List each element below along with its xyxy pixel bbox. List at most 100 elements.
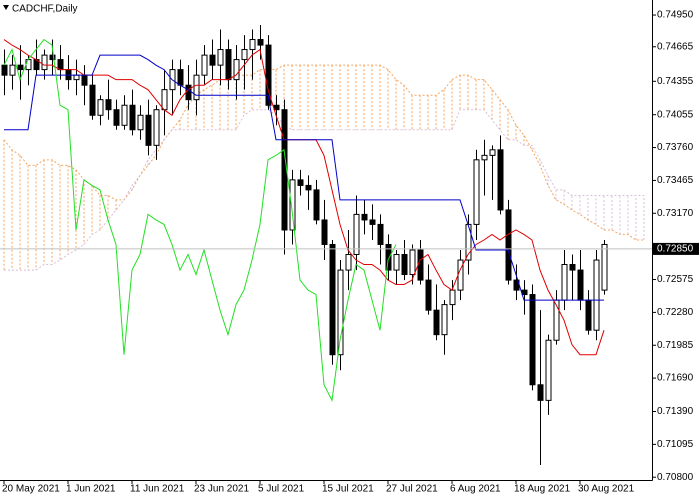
- candle-body: [305, 184, 312, 191]
- candle-body: [257, 39, 264, 46]
- candle-body: [265, 44, 272, 106]
- candle-body: [409, 249, 416, 276]
- candle-body: [201, 54, 208, 76]
- current-price-label: 0.72850: [657, 244, 694, 255]
- candle-body: [561, 264, 568, 301]
- candle-body: [353, 213, 360, 255]
- candle-body: [49, 54, 56, 61]
- candle-body: [401, 253, 408, 276]
- y-tick-label: 0.74355: [657, 76, 694, 87]
- candle-body: [505, 209, 512, 281]
- candle-body: [81, 74, 88, 86]
- x-tick-label: 5 Jul 2021: [258, 484, 305, 495]
- candle-body: [449, 289, 456, 306]
- candle-body: [425, 279, 432, 311]
- x-tick-label: 30 Aug 2021: [578, 484, 635, 495]
- x-tick-label: 27 Jul 2021: [386, 484, 438, 495]
- candle-body: [297, 179, 304, 186]
- indicator-line: [3, 38, 397, 403]
- y-tick-label: 0.74665: [657, 41, 694, 52]
- candle-body: [41, 54, 48, 71]
- candle-body: [521, 289, 528, 296]
- y-tick-label: 0.73760: [657, 142, 694, 153]
- candle-body: [145, 114, 152, 146]
- y-tick-label: 0.71390: [657, 406, 694, 417]
- candle-body: [57, 59, 64, 71]
- candle-body: [9, 64, 16, 76]
- candle-body: [361, 213, 368, 221]
- plot-area: [1, 25, 645, 465]
- candle-body: [377, 223, 384, 245]
- candle-body: [313, 189, 320, 221]
- y-tick-label: 0.70800: [657, 472, 694, 483]
- candle-body: [545, 339, 552, 401]
- candle-body: [441, 304, 448, 336]
- x-tick-label: 23 Jun 2021: [194, 484, 249, 495]
- candle-body: [457, 259, 464, 291]
- chart-title: CADCHF,Daily: [12, 4, 78, 15]
- candle-body: [537, 384, 544, 401]
- candle-body: [217, 49, 224, 66]
- title-icon: [3, 5, 9, 10]
- candle-body: [489, 149, 496, 156]
- candle-body: [601, 243, 608, 291]
- candle-body: [161, 89, 168, 111]
- candle-body: [233, 59, 240, 81]
- candle-body: [209, 54, 216, 66]
- candle-body: [529, 294, 536, 386]
- cloud-edge: [3, 64, 644, 241]
- candle-body: [17, 64, 24, 71]
- candle-body: [273, 104, 280, 111]
- candle-body: [105, 99, 112, 111]
- candle-body: [113, 109, 120, 126]
- y-tick-label: 0.72280: [657, 307, 694, 318]
- candle-body: [137, 114, 144, 131]
- candle-body: [337, 269, 344, 356]
- candle-body: [97, 99, 104, 116]
- candle-body: [121, 104, 128, 126]
- candle-body: [185, 84, 192, 101]
- cloud-edge: [4, 109, 644, 271]
- candle-body: [577, 269, 584, 301]
- candle-body: [89, 84, 96, 116]
- y-tick-label: 0.71985: [657, 340, 694, 351]
- candle-body: [1, 64, 8, 76]
- candle-body: [385, 243, 392, 271]
- candle-body: [465, 223, 472, 261]
- candle-body: [393, 253, 400, 271]
- candle-body: [321, 219, 328, 245]
- candle-body: [569, 264, 576, 271]
- candle-body: [369, 219, 376, 225]
- candle-body: [225, 49, 232, 81]
- candle-body: [345, 253, 352, 271]
- y-tick-label: 0.73465: [657, 175, 694, 186]
- candle-body: [153, 109, 160, 146]
- candle-body: [129, 104, 136, 131]
- x-tick-label: 15 Jul 2021: [322, 484, 374, 495]
- candle-body: [329, 243, 336, 356]
- x-tick-label: 1 Jun 2021: [66, 484, 116, 495]
- candle-body: [497, 149, 504, 211]
- indicator-line: [4, 54, 604, 301]
- y-tick-label: 0.71690: [657, 373, 694, 384]
- y-tick-label: 0.72575: [657, 274, 694, 285]
- x-tick-label: 6 Aug 2021: [450, 484, 501, 495]
- candle-body: [481, 154, 488, 161]
- x-tick-label: 18 Aug 2021: [514, 484, 571, 495]
- candle-body: [65, 69, 72, 81]
- candle-body: [593, 259, 600, 331]
- candle-body: [585, 299, 592, 331]
- candle-body: [25, 59, 32, 71]
- x-tick-label: 11 Jun 2021: [130, 484, 185, 495]
- candle-body: [73, 74, 80, 81]
- candle-body: [417, 249, 424, 281]
- candle-body: [249, 39, 256, 51]
- candle-body: [433, 309, 440, 336]
- candle-body: [289, 179, 296, 231]
- y-tick-label: 0.73170: [657, 208, 694, 219]
- current-price-tag: [653, 242, 699, 255]
- y-tick-label: 0.74055: [657, 109, 694, 120]
- candle-body: [177, 69, 184, 86]
- y-tick-label: 0.71095: [657, 439, 694, 450]
